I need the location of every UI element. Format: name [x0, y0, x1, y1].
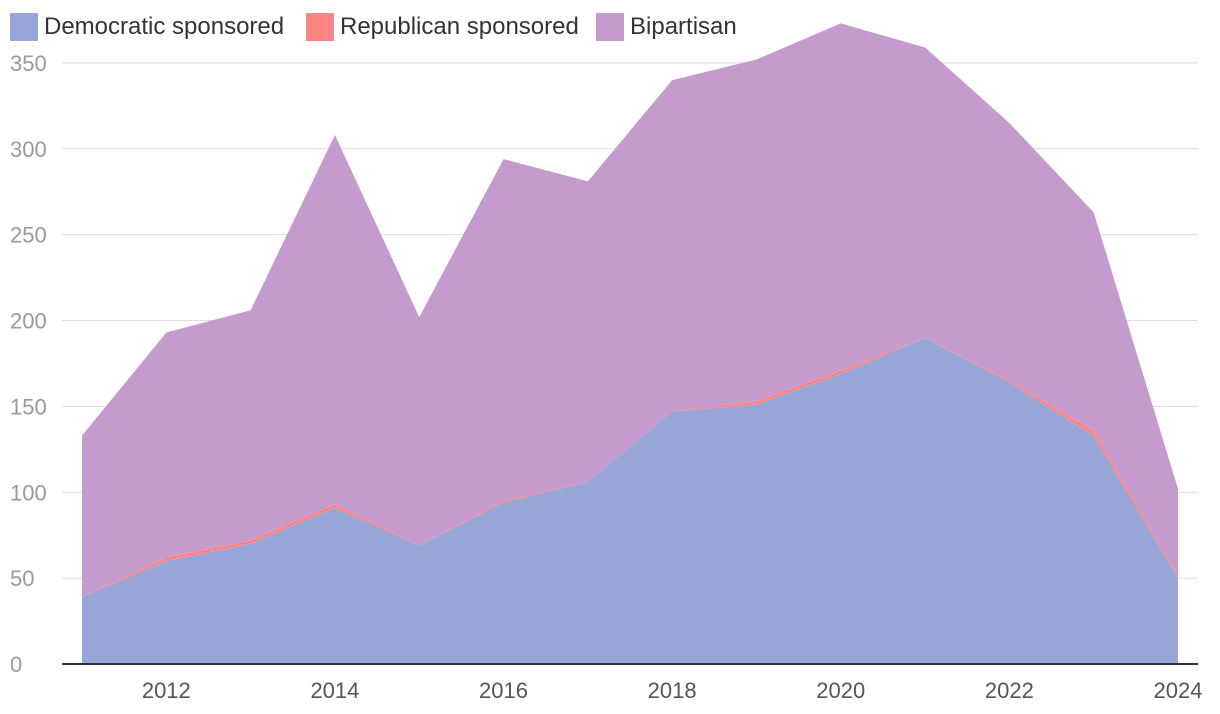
axis-layer: 0 50 100 150 200 250 300 350 2012 2014 2016 2018 202… [10, 51, 1202, 703]
area-series-bipartisan [82, 23, 1178, 598]
x-tick-label: 2012 [142, 678, 191, 703]
x-tick-label: 2018 [648, 678, 697, 703]
legend-swatch [596, 13, 624, 41]
legend-item: Republican sponsored [306, 13, 579, 41]
legend-label: Bipartisan [630, 13, 737, 40]
legend-swatch [306, 13, 334, 41]
legend-item: Bipartisan [596, 13, 737, 41]
y-tick-label: 50 [10, 566, 34, 591]
legend-item: Democratic sponsored [10, 13, 284, 41]
x-tick-label: 2016 [479, 678, 528, 703]
area-series-democratic-sponsored [82, 337, 1178, 664]
area-layer [82, 23, 1178, 664]
x-tick-label: 2014 [310, 678, 359, 703]
x-tick-label: 2020 [816, 678, 865, 703]
y-tick-label: 300 [10, 137, 47, 162]
y-tick-label: 250 [10, 223, 47, 248]
legend-label: Democratic sponsored [44, 13, 284, 40]
y-tick-label: 350 [10, 51, 47, 76]
y-tick-label: 100 [10, 480, 47, 505]
legend: Democratic sponsored Republican sponsored… [10, 13, 737, 41]
y-tick-label: 200 [10, 309, 47, 334]
legend-label: Republican sponsored [340, 13, 579, 40]
x-tick-label: 2022 [985, 678, 1034, 703]
legend-swatch [10, 13, 38, 41]
y-tick-label: 0 [10, 652, 22, 677]
y-tick-label: 150 [10, 394, 47, 419]
x-tick-label: 2024 [1154, 678, 1203, 703]
